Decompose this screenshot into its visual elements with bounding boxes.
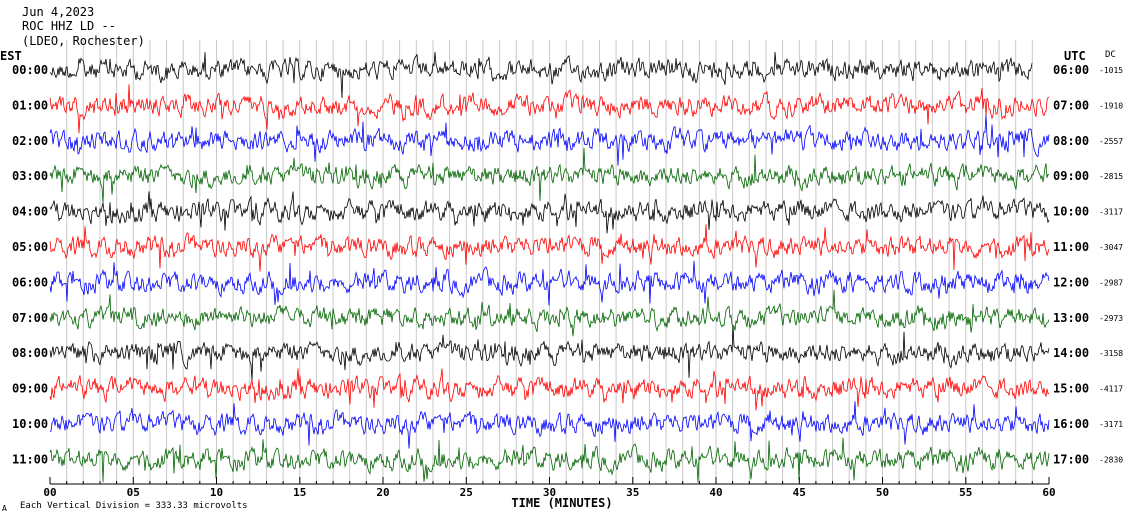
utc-time-label: 11:00 — [1053, 240, 1089, 254]
x-tick-label: 40 — [709, 486, 722, 499]
x-tick-label: 60 — [1042, 486, 1055, 499]
dc-offset-label: -2815 — [1099, 172, 1123, 181]
utc-time-label: 06:00 — [1053, 63, 1089, 77]
trace-row — [49, 325, 1050, 381]
dc-offset-label: -4117 — [1099, 385, 1123, 394]
x-axis-title: TIME (MINUTES) — [511, 496, 612, 510]
trace-row — [49, 368, 1050, 411]
x-tick-label: 35 — [626, 486, 639, 499]
utc-time-label: 13:00 — [1053, 311, 1089, 325]
trace-row — [49, 401, 1050, 449]
dc-offset-label: -2987 — [1099, 278, 1123, 287]
utc-time-label: 09:00 — [1053, 169, 1089, 183]
x-tick-label: 30 — [543, 486, 556, 499]
dc-offset-label: -1910 — [1099, 101, 1123, 110]
est-time-label: 07:00 — [12, 311, 48, 325]
scale-note: Each Vertical Division = 333.33 microvol… — [20, 501, 248, 511]
utc-time-label: 10:00 — [1053, 205, 1089, 219]
dc-offset-label: -3117 — [1099, 208, 1123, 217]
row-time-labels: 00:00 06:00 -1015 01:00 07:00 -1910 02:00 08:00… — [12, 63, 1123, 466]
x-tick-label: 15 — [293, 486, 306, 499]
trace-row — [49, 84, 1050, 134]
trace-row — [49, 191, 1050, 234]
est-time-label: 00:00 — [12, 63, 48, 77]
est-time-label: 08:00 — [12, 346, 48, 360]
dc-offset-label: -3047 — [1099, 243, 1123, 252]
x-tick-label: 50 — [876, 486, 889, 499]
est-time-label: 10:00 — [12, 417, 48, 431]
dc-offset-label: -1015 — [1099, 66, 1123, 75]
x-tick-label: 05 — [127, 486, 140, 499]
dc-offset-label: -3158 — [1099, 349, 1123, 358]
seismic-traces — [49, 51, 1050, 483]
scale-mark: A — [2, 504, 7, 513]
dc-offset-label: -3171 — [1099, 420, 1123, 429]
trace-row — [49, 114, 1050, 166]
dc-offset-label: -2830 — [1099, 455, 1123, 464]
est-time-label: 11:00 — [12, 452, 48, 466]
est-time-label: 01:00 — [12, 98, 48, 112]
trace-row — [49, 51, 1033, 99]
est-time-label: 02:00 — [12, 134, 48, 148]
x-tick-label: 10 — [210, 486, 223, 499]
utc-time-label: 15:00 — [1053, 382, 1089, 396]
est-time-label: 03:00 — [12, 169, 48, 183]
est-time-label: 04:00 — [12, 205, 48, 219]
est-time-label: 05:00 — [12, 240, 48, 254]
est-time-label: 06:00 — [12, 275, 48, 289]
trace-row — [49, 260, 1050, 306]
utc-time-label: 14:00 — [1053, 346, 1089, 360]
x-tick-label: 45 — [793, 486, 806, 499]
trace-row — [49, 224, 1050, 272]
header-date: Jun 4,2023 — [22, 5, 94, 19]
x-tick-label: 00 — [43, 486, 56, 499]
trace-row — [49, 148, 1050, 204]
x-tick-label: 20 — [376, 486, 389, 499]
dc-offset-label: -2557 — [1099, 137, 1123, 146]
trace-row — [49, 289, 1050, 337]
est-zone-label: EST — [0, 49, 22, 63]
utc-time-label: 16:00 — [1053, 417, 1089, 431]
header-station: (LDEO, Rochester) — [22, 34, 145, 48]
utc-time-label: 08:00 — [1053, 134, 1089, 148]
x-tick-label: 25 — [460, 486, 473, 499]
x-axis-ticks: 00 05 10 15 20 25 30 35 40 45 50 55 60 — [43, 477, 1056, 499]
dc-header: DC — [1105, 50, 1116, 60]
header-channel: ROC HHZ LD -- — [22, 19, 116, 33]
x-tick-label: 55 — [959, 486, 972, 499]
est-time-label: 09:00 — [12, 382, 48, 396]
dc-offset-label: -2973 — [1099, 314, 1123, 323]
utc-time-label: 17:00 — [1053, 452, 1089, 466]
utc-time-label: 07:00 — [1053, 98, 1089, 112]
utc-time-label: 12:00 — [1053, 275, 1089, 289]
utc-zone-label: UTC — [1064, 49, 1086, 63]
trace-row — [49, 437, 1050, 483]
